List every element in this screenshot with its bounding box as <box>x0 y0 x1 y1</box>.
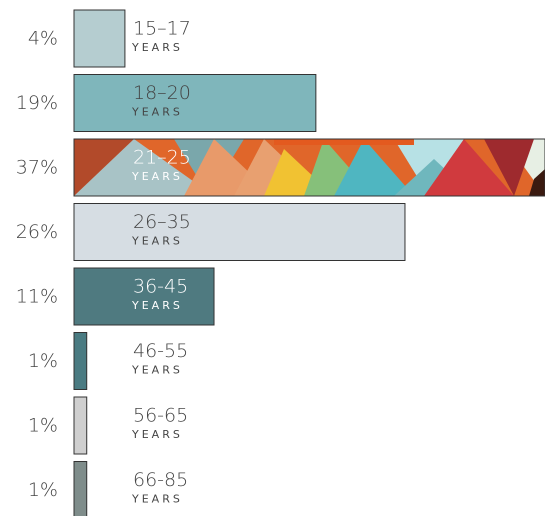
bar <box>73 138 545 197</box>
bar <box>73 203 406 261</box>
category-sublabel: YEARS <box>131 364 183 377</box>
bar <box>73 267 215 326</box>
category-label: 66-85 <box>133 469 188 491</box>
category-label: 18–20 <box>133 82 191 104</box>
value-label: 19% <box>16 92 58 114</box>
category-label: 36-45 <box>133 276 188 298</box>
bar <box>73 461 88 519</box>
category-label: 56-65 <box>133 405 188 427</box>
category-label: 26–35 <box>133 211 191 233</box>
bar <box>73 9 126 68</box>
category-sublabel: YEARS <box>131 299 183 312</box>
bar <box>73 396 88 455</box>
category-label: 15–17 <box>133 18 191 40</box>
category-sublabel: YEARS <box>131 428 183 441</box>
value-label: 1% <box>28 350 58 372</box>
value-label: 1% <box>28 479 58 501</box>
category-label: 46-55 <box>133 340 188 362</box>
category-sublabel: YEARS <box>131 493 183 506</box>
category-sublabel: YEARS <box>131 235 183 248</box>
bar <box>73 74 317 132</box>
value-label: 37% <box>16 157 58 179</box>
value-label: 26% <box>16 221 58 243</box>
bar <box>73 332 88 390</box>
category-sublabel: YEARS <box>131 41 183 54</box>
category-sublabel: YEARS <box>131 106 183 119</box>
value-label: 11% <box>16 286 58 308</box>
value-label: 4% <box>28 28 58 50</box>
category-label: 21–25 <box>133 147 191 169</box>
value-label: 1% <box>28 415 58 437</box>
category-sublabel: YEARS <box>131 170 183 183</box>
